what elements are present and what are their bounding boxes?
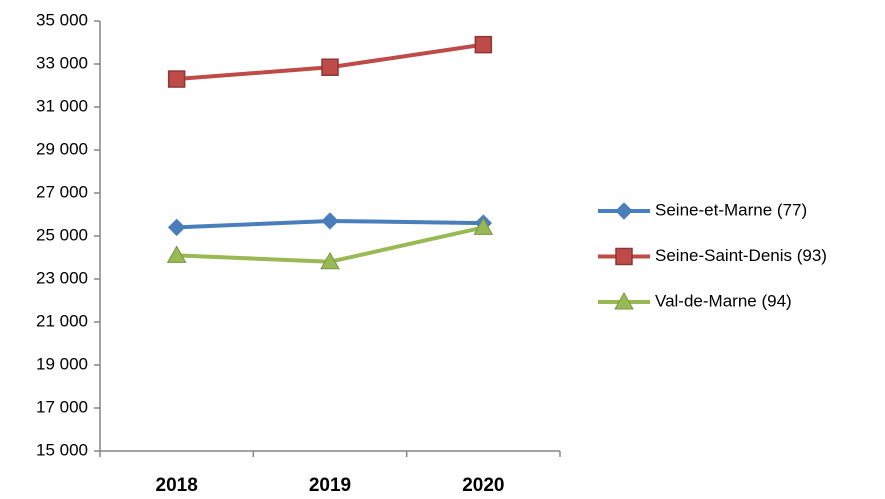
x-tick-label: 2020 — [462, 475, 504, 496]
y-tick-label: 21 000 — [36, 311, 88, 330]
point — [166, 245, 187, 263]
y-tick-label: 29 000 — [36, 139, 88, 158]
y-tick-label: 15 000 — [36, 440, 88, 459]
legend-marker — [614, 291, 634, 310]
legend-marker — [615, 202, 633, 220]
y-tick-label: 19 000 — [36, 354, 88, 373]
y-tick-label: 17 000 — [36, 397, 88, 416]
legend-marker — [615, 247, 633, 266]
x-tick-label: 2018 — [156, 475, 198, 496]
y-tick-label: 33 000 — [36, 53, 88, 72]
point — [167, 218, 186, 237]
legend-label: Val-de-Marne (94) — [655, 291, 792, 310]
point — [321, 58, 339, 76]
point — [321, 212, 339, 230]
y-tick-label: 27 000 — [36, 182, 88, 201]
y-tick-label: 31 000 — [36, 96, 88, 115]
y-tick-label: 35 000 — [36, 10, 88, 29]
point — [474, 35, 493, 54]
point — [167, 70, 186, 88]
legend-label: Seine-et-Marne (77) — [655, 200, 807, 219]
point — [473, 217, 494, 235]
point — [320, 251, 340, 270]
y-tick-label: 23 000 — [36, 268, 88, 287]
x-tick-label: 2019 — [309, 475, 351, 496]
y-tick-label: 25 000 — [36, 225, 88, 244]
legend-label: Seine-Saint-Denis (93) — [655, 246, 827, 265]
